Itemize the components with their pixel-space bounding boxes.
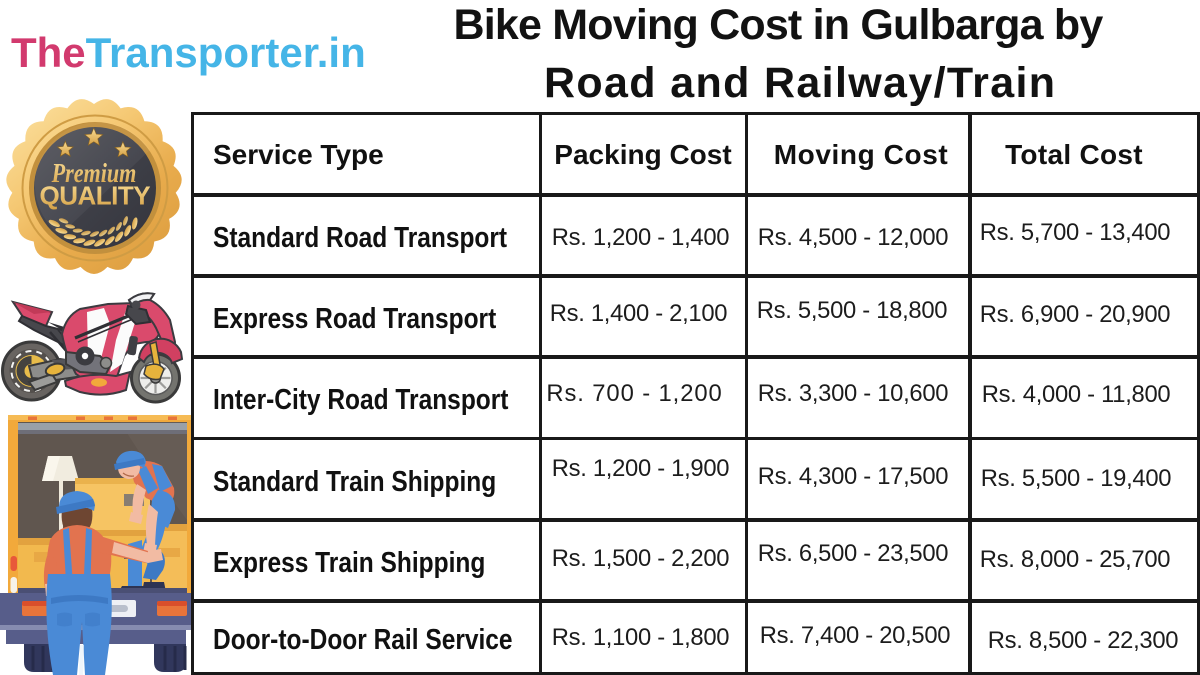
svg-text:QUALITY: QUALITY [39,181,150,211]
svg-text:Premium: Premium [51,159,137,189]
